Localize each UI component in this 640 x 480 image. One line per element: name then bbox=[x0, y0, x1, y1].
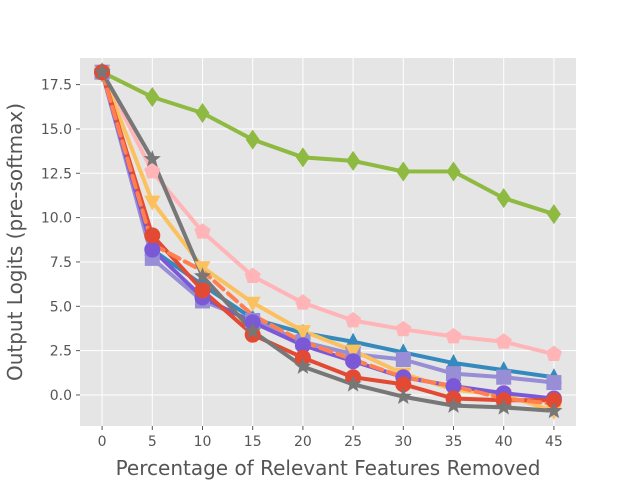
data-point bbox=[394, 387, 412, 405]
x-tick-label: 30 bbox=[394, 434, 412, 450]
data-point bbox=[194, 223, 211, 239]
data-point bbox=[145, 87, 160, 108]
data-point bbox=[144, 241, 161, 258]
data-point bbox=[545, 401, 563, 419]
y-tick-label: 15.0 bbox=[41, 122, 72, 138]
data-point bbox=[545, 345, 562, 362]
data-point bbox=[546, 204, 561, 225]
series-line bbox=[100, 70, 556, 357]
data-point bbox=[144, 195, 161, 211]
data-point bbox=[193, 267, 212, 284]
data-point bbox=[495, 333, 512, 349]
data-point bbox=[445, 354, 462, 370]
data-point bbox=[294, 325, 311, 341]
series-line bbox=[100, 70, 556, 401]
plot-background bbox=[80, 58, 576, 426]
data-point bbox=[244, 322, 262, 339]
data-point bbox=[143, 150, 161, 167]
series-line bbox=[100, 70, 556, 406]
series-line bbox=[100, 70, 556, 413]
x-tick-label: 45 bbox=[545, 434, 563, 450]
data-point bbox=[445, 327, 462, 344]
data-point bbox=[345, 332, 362, 348]
data-point bbox=[496, 369, 512, 385]
data-point bbox=[144, 227, 161, 244]
data-point bbox=[495, 398, 513, 415]
data-point bbox=[395, 320, 412, 337]
y-axis-ticks: 0.0 2.5 5.0 7.5 10.0 12.5 15.0 17.5 bbox=[41, 78, 80, 404]
x-tick-label: 40 bbox=[495, 434, 513, 450]
data-point bbox=[345, 311, 362, 328]
data-point bbox=[545, 392, 562, 409]
x-tick-label: 15 bbox=[244, 434, 262, 450]
y-tick-label: 2.5 bbox=[50, 344, 72, 360]
x-tick-label: 25 bbox=[344, 434, 362, 450]
y-axis-label: Output Logits (pre-softmax) bbox=[3, 103, 27, 381]
data-point bbox=[93, 63, 111, 80]
data-point bbox=[396, 161, 411, 182]
series-line bbox=[100, 70, 556, 385]
series-lines bbox=[100, 70, 556, 413]
x-tick-label: 5 bbox=[148, 434, 157, 450]
data-point bbox=[346, 150, 361, 171]
y-tick-label: 5.0 bbox=[50, 299, 72, 315]
x-tick-label: 0 bbox=[98, 434, 107, 450]
data-point bbox=[144, 163, 161, 179]
data-point bbox=[244, 296, 261, 312]
data-point bbox=[446, 366, 462, 382]
data-point bbox=[345, 344, 362, 360]
x-axis-label: Percentage of Relevant Features Removed bbox=[116, 456, 541, 480]
x-tick-label: 20 bbox=[294, 434, 312, 450]
data-point bbox=[496, 188, 511, 209]
x-axis-ticks: 0 5 10 15 20 25 30 35 40 45 bbox=[98, 426, 563, 450]
data-point bbox=[345, 353, 362, 370]
y-tick-label: 0.0 bbox=[50, 388, 72, 404]
series-line bbox=[100, 70, 556, 217]
data-point bbox=[395, 351, 411, 367]
data-point bbox=[546, 375, 562, 391]
data-point bbox=[294, 337, 311, 354]
data-point bbox=[194, 282, 211, 299]
data-point bbox=[295, 147, 310, 168]
data-point bbox=[395, 376, 412, 393]
data-point bbox=[445, 378, 462, 395]
data-point bbox=[195, 102, 210, 123]
data-point bbox=[444, 396, 463, 413]
y-tick-label: 7.5 bbox=[50, 255, 72, 271]
data-point bbox=[344, 375, 362, 392]
x-tick-label: 35 bbox=[445, 434, 463, 450]
data-point bbox=[294, 357, 312, 374]
y-tick-label: 17.5 bbox=[41, 78, 72, 94]
series-line bbox=[100, 70, 556, 380]
y-tick-label: 10.0 bbox=[41, 211, 72, 227]
data-point bbox=[244, 267, 261, 284]
y-tick-label: 12.5 bbox=[41, 166, 72, 182]
data-point bbox=[446, 161, 461, 182]
x-tick-label: 10 bbox=[194, 434, 212, 450]
data-point bbox=[245, 129, 260, 150]
data-point bbox=[294, 294, 311, 310]
series-markers bbox=[93, 62, 563, 420]
series-line bbox=[100, 70, 556, 403]
